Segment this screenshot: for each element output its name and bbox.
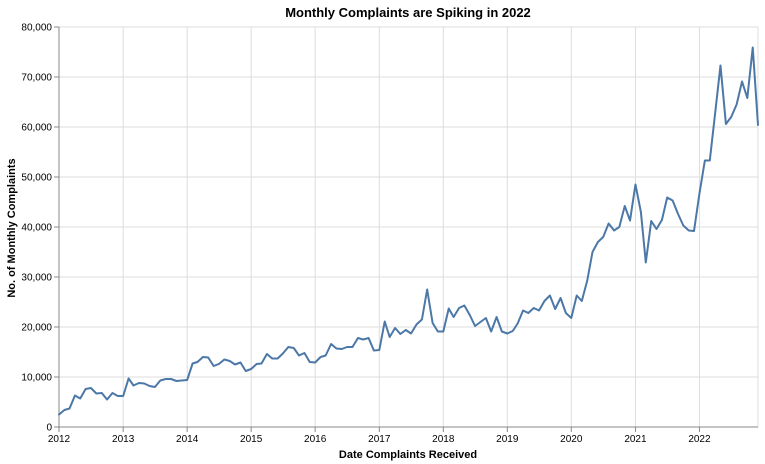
y-tick-label: 70,000 bbox=[21, 73, 52, 84]
y-tick-label: 20,000 bbox=[21, 323, 52, 334]
x-tick-label: 2016 bbox=[304, 434, 327, 445]
y-tick-label: 10,000 bbox=[21, 373, 52, 384]
x-tick-label: 2017 bbox=[368, 434, 391, 445]
grid-layer bbox=[58, 26, 759, 428]
x-tick-label: 2020 bbox=[560, 434, 583, 445]
y-tick-label: 60,000 bbox=[21, 123, 52, 134]
x-tick-label: 2018 bbox=[432, 434, 455, 445]
x-tick-label: 2014 bbox=[176, 434, 199, 445]
x-tick-label: 2012 bbox=[48, 434, 71, 445]
x-tick-label: 2021 bbox=[624, 434, 647, 445]
chart-title: Monthly Complaints are Spiking in 2022 bbox=[285, 5, 531, 20]
x-axis-title: Date Complaints Received bbox=[339, 449, 477, 461]
y-tick-label: 30,000 bbox=[21, 273, 52, 284]
x-tick-label: 2019 bbox=[496, 434, 519, 445]
series-layer bbox=[58, 46, 759, 416]
axis-layer: 0 10,000 20,000 30,000 40,000 50,000 60,000 70,… bbox=[21, 23, 758, 445]
x-tick-label: 2015 bbox=[240, 434, 263, 445]
y-tick-label: 40,000 bbox=[21, 223, 52, 234]
y-tick-label: 0 bbox=[46, 423, 52, 434]
series-line-monthly-complaints bbox=[58, 46, 759, 416]
y-tick-label: 80,000 bbox=[21, 23, 52, 34]
y-axis-title: No. of Monthly Complaints bbox=[6, 158, 18, 297]
y-tick-label: 50,000 bbox=[21, 173, 52, 184]
x-tick-label: 2013 bbox=[112, 434, 135, 445]
x-tick-label: 2022 bbox=[688, 434, 711, 445]
